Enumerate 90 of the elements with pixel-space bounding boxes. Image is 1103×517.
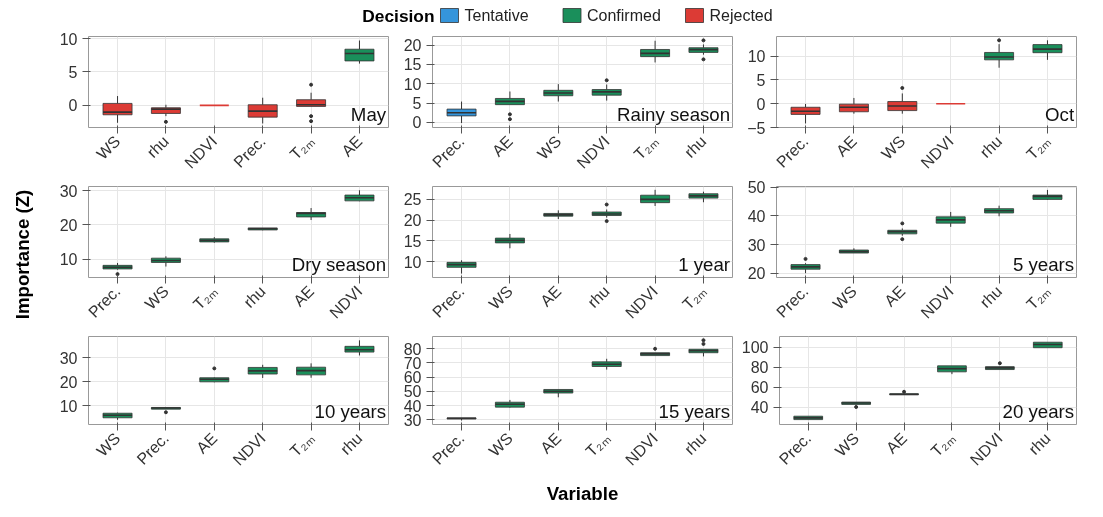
text: 15 years: [658, 400, 731, 422]
x-tick-label: Prec.: [773, 282, 812, 321]
y-tick-label: 30: [747, 236, 766, 254]
x-tick-label: rhu: [976, 282, 1006, 311]
y-tick-label: 10: [59, 30, 78, 48]
y-tick-label: 5: [68, 63, 78, 81]
x-tick-label: Prec.: [773, 132, 812, 171]
x-tick-label: T₂ₘ: [1023, 282, 1054, 313]
x-tick-label: WS: [878, 132, 909, 163]
x-tick-label: AE: [537, 282, 565, 310]
y-tick-label: 0: [756, 95, 766, 113]
x-tick-label: Prec.: [85, 282, 124, 321]
x-tick-label: WS: [93, 429, 124, 460]
y-tick-label: 0: [68, 97, 78, 115]
legend-label: Tentative: [464, 7, 529, 24]
y-tick-label: 0: [412, 114, 422, 132]
x-tick-label: AE: [832, 132, 860, 160]
legend-title: Decision: [362, 5, 435, 26]
x-tick-label: AE: [881, 282, 909, 310]
x-tick-label: WS: [831, 429, 863, 460]
y-tick-label: 20: [403, 37, 422, 55]
y-tick-label: 40: [747, 207, 766, 225]
y-tick-label: 5: [412, 95, 422, 113]
y-tick-label: −5: [747, 119, 766, 137]
x-tick-label: Prec.: [775, 429, 815, 468]
y-tick-label: 10: [747, 48, 766, 66]
x-tick-label: Prec.: [230, 132, 269, 171]
y-tick-label: 30: [59, 349, 78, 367]
x-tick-label: WS: [141, 282, 172, 313]
y-axis-title: Importance (Z): [12, 189, 33, 320]
x-tick-label: AE: [537, 429, 565, 457]
y-tick-label: 100: [741, 339, 769, 357]
x-tick-label: T₂ₘ: [927, 429, 958, 460]
text: May: [350, 103, 387, 125]
x-tick-label: T₂ₘ: [1023, 132, 1054, 163]
x-tick-label: rhu: [681, 132, 710, 161]
x-tick-label: T₂ₘ: [679, 282, 710, 313]
text: 5 years: [1012, 253, 1075, 275]
y-tick-label: 20: [403, 212, 422, 230]
y-tick-label: 10: [403, 75, 422, 93]
text: Oct: [1045, 103, 1075, 125]
x-tick-label: rhu: [240, 282, 269, 311]
y-tick-label: 60: [750, 379, 769, 397]
x-tick-label: WS: [485, 429, 516, 460]
y-tick-label: 15: [403, 56, 422, 74]
x-tick-label: AE: [882, 429, 911, 457]
x-tick-label: rhu: [976, 132, 1006, 161]
x-tick-label: Prec.: [429, 132, 468, 171]
y-tick-label: 30: [59, 182, 78, 200]
x-tick-label: AE: [488, 132, 516, 160]
text: 10 years: [314, 400, 387, 422]
x-tick-label: Prec.: [133, 429, 172, 468]
x-tick-label: WS: [93, 132, 124, 163]
y-tick-label: 10: [403, 253, 422, 271]
x-tick-label: Prec.: [429, 282, 468, 321]
y-tick-label: 20: [59, 373, 78, 391]
x-tick-label: T₂ₘ: [582, 429, 613, 460]
x-tick-label: rhu: [1025, 429, 1054, 458]
x-tick-label: AE: [338, 132, 366, 160]
x-tick-label: T₂ₘ: [189, 282, 221, 313]
x-tick-label: rhu: [681, 429, 710, 458]
y-tick-label: 10: [59, 397, 78, 415]
x-tick-label: T₂ₘ: [286, 132, 318, 163]
text: 1 year: [678, 253, 731, 275]
text: Rainy season: [617, 103, 731, 125]
text: Dry season: [291, 253, 387, 275]
y-tick-label: 10: [59, 251, 78, 269]
y-tick-label: 80: [750, 359, 769, 377]
y-tick-label: 50: [747, 179, 766, 197]
x-tick-label: T₂ₘ: [286, 429, 318, 460]
x-tick-label: T₂ₘ: [630, 132, 662, 163]
y-tick-label: 5: [756, 71, 766, 89]
x-tick-label: rhu: [584, 282, 613, 311]
x-tick-label: Prec.: [429, 429, 468, 468]
y-tick-label: 25: [403, 191, 422, 209]
x-tick-label: rhu: [143, 132, 172, 161]
text: 20 years: [1002, 400, 1075, 422]
x-axis-title: Variable: [546, 482, 619, 504]
legend-label: Rejected: [709, 7, 773, 24]
x-tick-label: WS: [534, 132, 565, 163]
legend-label: Confirmed: [587, 7, 661, 24]
y-tick-label: 15: [403, 232, 422, 250]
x-tick-label: WS: [485, 282, 516, 313]
x-tick-label: WS: [829, 282, 860, 313]
x-tick-label: AE: [289, 282, 318, 310]
y-tick-label: 20: [59, 216, 78, 234]
y-tick-label: 20: [747, 265, 766, 283]
x-tick-label: AE: [193, 429, 221, 457]
y-tick-label: 40: [750, 399, 769, 417]
x-tick-label: rhu: [337, 429, 366, 458]
